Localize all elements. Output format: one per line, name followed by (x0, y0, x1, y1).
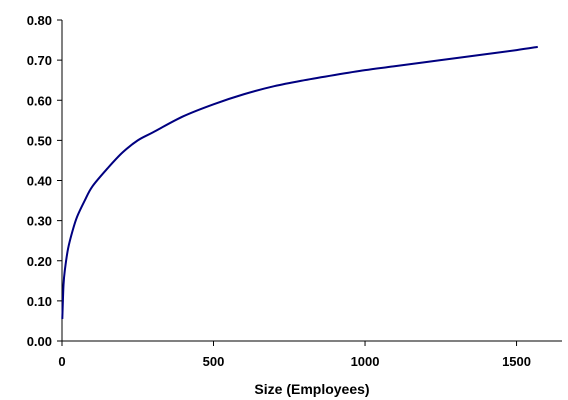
y-tick-label: 0.50 (27, 133, 52, 148)
x-tick-label: 0 (58, 354, 65, 369)
y-tick-label: 0.40 (27, 174, 52, 189)
x-tick-label: 1500 (502, 354, 531, 369)
x-tick-label: 500 (203, 354, 225, 369)
series-line (61, 45, 538, 319)
y-tick-label: 0.30 (27, 214, 52, 229)
x-axis-title: Size (Employees) (254, 381, 369, 397)
x-tick-label: 1000 (351, 354, 380, 369)
y-tick-label: 0.00 (27, 334, 52, 349)
y-tick-label: 0.70 (27, 53, 52, 68)
x-axis-ticks: 0 500 1000 1500 (58, 341, 531, 369)
y-tick-label: 0.80 (27, 13, 52, 28)
y-tick-label: 0.20 (27, 254, 52, 269)
y-tick-label: 0.60 (27, 93, 52, 108)
y-axis-ticks: 0.00 0.10 0.20 0.30 0.40 0.50 0.60 0.70 0.80 (27, 13, 62, 349)
y-tick-label: 0.10 (27, 294, 52, 309)
